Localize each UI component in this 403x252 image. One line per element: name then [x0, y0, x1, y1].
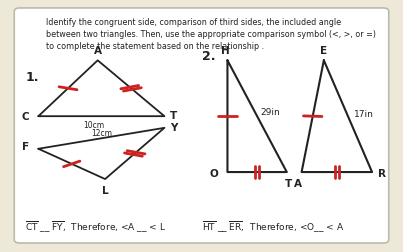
Text: 29in: 29in: [261, 108, 280, 117]
Text: T: T: [170, 111, 177, 120]
Text: A: A: [294, 178, 302, 188]
Text: 1.: 1.: [25, 70, 39, 83]
Text: 10cm: 10cm: [83, 120, 104, 130]
Text: Y: Y: [170, 122, 177, 132]
Text: Identify the congruent side, comparison of third sides, the included angle
betwe: Identify the congruent side, comparison …: [46, 18, 376, 51]
Text: C: C: [21, 112, 29, 122]
Text: 12cm: 12cm: [91, 128, 112, 137]
Text: A: A: [93, 45, 102, 55]
Text: E: E: [320, 45, 327, 55]
Text: $\overline{\mathsf{HT}}$ __ $\overline{\mathsf{ER}}$,  Therefore, <O__ < A: $\overline{\mathsf{HT}}$ __ $\overline{\…: [202, 218, 344, 233]
Text: R: R: [378, 169, 386, 178]
Text: 17in: 17in: [353, 110, 374, 119]
Text: O: O: [210, 169, 218, 178]
Text: $\overline{\mathsf{CT}}$ __ $\overline{\mathsf{FY}}$,  Therefore, <A __ < L: $\overline{\mathsf{CT}}$ __ $\overline{\…: [25, 218, 166, 233]
Text: L: L: [102, 185, 108, 195]
FancyBboxPatch shape: [14, 9, 389, 243]
Text: H: H: [221, 45, 230, 55]
Text: F: F: [22, 142, 29, 152]
Text: 2.: 2.: [202, 49, 215, 62]
Text: T: T: [285, 178, 292, 188]
